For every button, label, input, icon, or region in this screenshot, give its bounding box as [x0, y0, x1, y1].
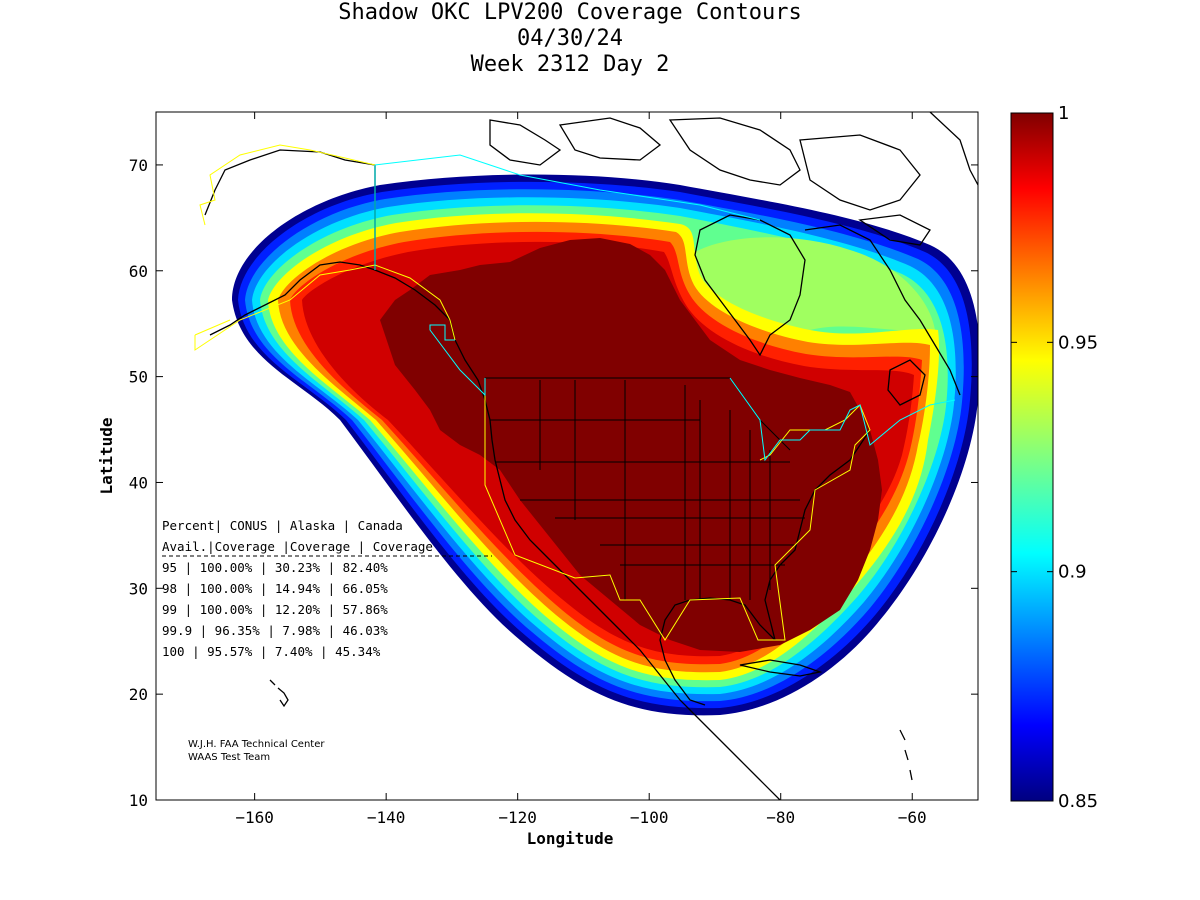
y-tick-label: 70: [129, 156, 148, 175]
colorbar: [1010, 112, 1054, 802]
x-axis-ticks: −160 −140 −120 −100 −80 −60: [235, 112, 927, 827]
y-tick-label: 40: [129, 473, 148, 492]
y-tick-label: 50: [129, 368, 148, 387]
colorbar-tick-label: 1: [1058, 103, 1069, 124]
map-title-line1: Shadow OKC LPV200 Coverage Contours: [338, 0, 802, 25]
table-row: 95 | 100.00% | 30.23% | 82.40%: [162, 560, 388, 575]
y-tick-label: 10: [129, 791, 148, 810]
y-tick-label: 60: [129, 262, 148, 281]
table-row: 99.9 | 96.35% | 7.98% | 46.03%: [162, 623, 388, 638]
x-tick-label: −100: [630, 808, 669, 827]
table-row: 98 | 100.00% | 14.94% | 66.05%: [162, 581, 388, 596]
region-boundaries: [194, 144, 956, 641]
colorbar-tick-label: 0.9: [1058, 562, 1087, 583]
canada-boundary: [374, 154, 956, 462]
x-axis-label: Longitude: [527, 829, 614, 848]
table-row: 100 | 95.57% | 7.40% | 45.34%: [162, 644, 381, 659]
credit-line1: W.J.H. FAA Technical Center: [188, 739, 325, 750]
x-tick-label: −60: [898, 808, 927, 827]
y-tick-label: 30: [129, 579, 148, 598]
colorbar-tick-label: 0.95: [1058, 332, 1098, 353]
contour-1.00: [380, 238, 882, 652]
table-row: 99 | 100.00% | 12.20% | 57.86%: [162, 602, 388, 617]
y-axis-label: Latitude: [97, 417, 116, 494]
x-tick-label: −140: [367, 808, 406, 827]
table-header-row2: Avail.|Coverage |Coverage | Coverage: [162, 539, 433, 554]
y-axis-ticks: 10 20 30 40 50 60 70: [129, 156, 978, 810]
coastlines: [204, 112, 978, 800]
conus-boundary: [484, 378, 871, 641]
table-header-row1: Percent| CONUS | Alaska | Canada: [162, 518, 403, 533]
credit-line2: WAAS Test Team: [188, 752, 270, 763]
colorbar-tick-label: 0.85: [1058, 791, 1098, 812]
x-tick-label: −120: [498, 808, 537, 827]
contour-0.94: [686, 237, 935, 332]
x-tick-label: −80: [766, 808, 795, 827]
y-tick-label: 20: [129, 685, 148, 704]
colorbar-ticks: 1 0.95 0.9 0.85: [1011, 103, 1098, 812]
x-tick-label: −160: [235, 808, 274, 827]
plot-frame: [155, 111, 979, 801]
alaska-boundary: [194, 144, 456, 351]
coverage-table: Percent| CONUS | Alaska | Canada Avail.|…: [162, 518, 492, 659]
coverage-contours: [232, 174, 978, 716]
map-title-date: 04/30/24: [517, 26, 623, 51]
map-title-week: Week 2312 Day 2: [470, 52, 670, 77]
